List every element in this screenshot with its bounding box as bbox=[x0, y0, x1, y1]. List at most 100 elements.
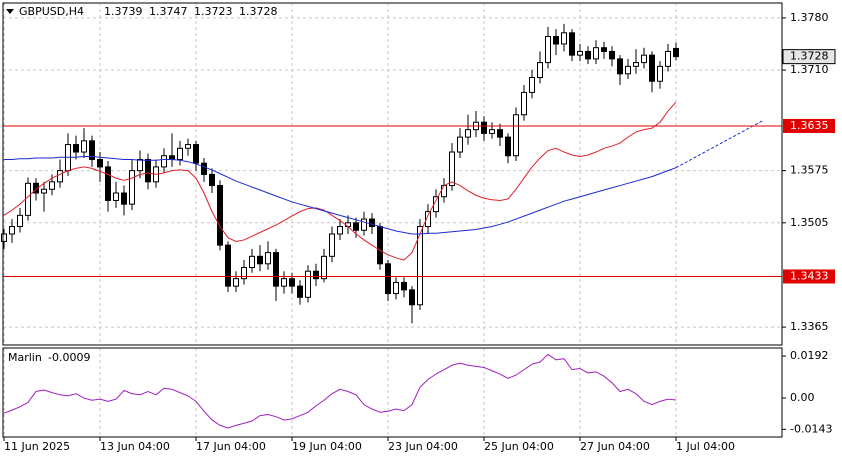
y-tick-label: 1.3575 bbox=[790, 164, 829, 177]
x-tick-label: 23 Jun 04:00 bbox=[388, 440, 458, 453]
x-tick-label: 25 Jun 04:00 bbox=[484, 440, 554, 453]
candle-body bbox=[633, 62, 639, 67]
candle-body bbox=[113, 192, 119, 201]
candle-body bbox=[137, 158, 143, 172]
candle-body bbox=[57, 170, 63, 183]
main-frame bbox=[2, 2, 783, 346]
close-value: 1.3728 bbox=[239, 5, 278, 18]
x-tick-label: 11 Jun 2025 bbox=[4, 440, 70, 453]
candle-body bbox=[601, 47, 607, 52]
low-value: 1.3723 bbox=[194, 5, 233, 18]
candle-body bbox=[649, 54, 655, 82]
candle-body bbox=[9, 226, 15, 235]
trend-line bbox=[675, 119, 765, 169]
candle-body bbox=[321, 255, 327, 280]
candle-body bbox=[593, 47, 599, 60]
last-price-label: 1.3728 bbox=[790, 50, 829, 63]
candle-body bbox=[33, 182, 39, 194]
candle-body bbox=[353, 222, 359, 231]
candle-body bbox=[561, 32, 567, 45]
candle-body bbox=[465, 129, 471, 138]
candle-body bbox=[585, 50, 591, 60]
candle-body bbox=[89, 140, 95, 160]
candle-body bbox=[521, 91, 527, 116]
candle-body bbox=[233, 278, 239, 287]
candle-body bbox=[361, 218, 367, 231]
candle-body bbox=[329, 233, 335, 257]
candle-body bbox=[553, 36, 559, 45]
candle-body bbox=[73, 144, 79, 153]
candle-body bbox=[313, 270, 319, 280]
candle-body bbox=[673, 47, 679, 58]
level-label-box bbox=[783, 118, 835, 133]
candle-body bbox=[513, 114, 519, 157]
level-label: 1.3433 bbox=[790, 269, 829, 282]
y-tick-label: 1.3365 bbox=[790, 320, 829, 333]
y-tick-label: 1.3505 bbox=[790, 216, 829, 229]
last-price-box bbox=[782, 49, 836, 65]
candle-body bbox=[449, 151, 455, 187]
candle-body bbox=[577, 50, 583, 56]
candle-body bbox=[393, 281, 399, 295]
candle-body bbox=[337, 226, 343, 235]
candle-body bbox=[425, 211, 431, 228]
candle-body bbox=[305, 270, 311, 298]
candle-body bbox=[105, 166, 111, 201]
candle-body bbox=[497, 129, 503, 138]
indicator-line bbox=[3, 353, 677, 429]
candle-body bbox=[289, 278, 295, 287]
candle-body bbox=[401, 281, 407, 291]
candle-body bbox=[665, 50, 671, 67]
candle-body bbox=[505, 136, 511, 157]
candle-body bbox=[201, 162, 207, 175]
candle-body bbox=[657, 65, 663, 82]
candle-body bbox=[161, 155, 167, 168]
level-label-box bbox=[783, 269, 835, 284]
level-label: 1.3635 bbox=[790, 119, 829, 132]
y-tick-label: 0.0192 bbox=[790, 349, 829, 362]
candle-body bbox=[529, 77, 535, 93]
candle-body bbox=[129, 170, 135, 205]
candle-body bbox=[481, 121, 487, 134]
indicator-frame bbox=[2, 347, 783, 438]
moving-average bbox=[4, 155, 677, 235]
candle-body bbox=[185, 144, 191, 149]
candle-body bbox=[625, 65, 631, 75]
y-tick-label: 1.3780 bbox=[790, 11, 829, 24]
symbol: GBPUSD,H4 bbox=[19, 5, 84, 18]
x-tick-label: 13 Jun 04:00 bbox=[100, 440, 170, 453]
indicator-value: -0.0009 bbox=[48, 351, 90, 364]
x-tick-label: 1 Jul 04:00 bbox=[676, 440, 735, 453]
candle-body bbox=[81, 140, 87, 153]
candle-body bbox=[537, 62, 543, 79]
open-value: 1.3739 bbox=[104, 5, 143, 18]
candle-body bbox=[249, 255, 255, 269]
candle-body bbox=[617, 58, 623, 75]
candle-body bbox=[377, 226, 383, 265]
candle-body bbox=[241, 267, 247, 280]
candle-body bbox=[193, 144, 199, 164]
candle-body bbox=[297, 285, 303, 298]
candle-body bbox=[169, 155, 175, 160]
x-tick-label: 17 Jun 04:00 bbox=[196, 440, 266, 453]
candle-body bbox=[417, 226, 423, 306]
candle-body bbox=[281, 278, 287, 287]
menu-triangle bbox=[6, 9, 14, 14]
candle-body bbox=[409, 289, 415, 306]
x-tick-label: 19 Jun 04:00 bbox=[292, 440, 362, 453]
candle-body bbox=[225, 244, 231, 287]
candle-body bbox=[209, 173, 215, 187]
plot-area bbox=[1, 3, 782, 437]
moving-average bbox=[3, 101, 677, 261]
high-value: 1.3747 bbox=[149, 5, 188, 18]
candle-body bbox=[489, 129, 495, 134]
candle-body bbox=[1, 233, 7, 242]
candle-body bbox=[569, 32, 575, 56]
candle-body bbox=[145, 158, 151, 183]
candle-body bbox=[457, 136, 463, 153]
candle-body bbox=[545, 36, 551, 64]
candle-body bbox=[25, 182, 31, 216]
candle-body bbox=[369, 218, 375, 228]
candle-body bbox=[49, 181, 55, 190]
